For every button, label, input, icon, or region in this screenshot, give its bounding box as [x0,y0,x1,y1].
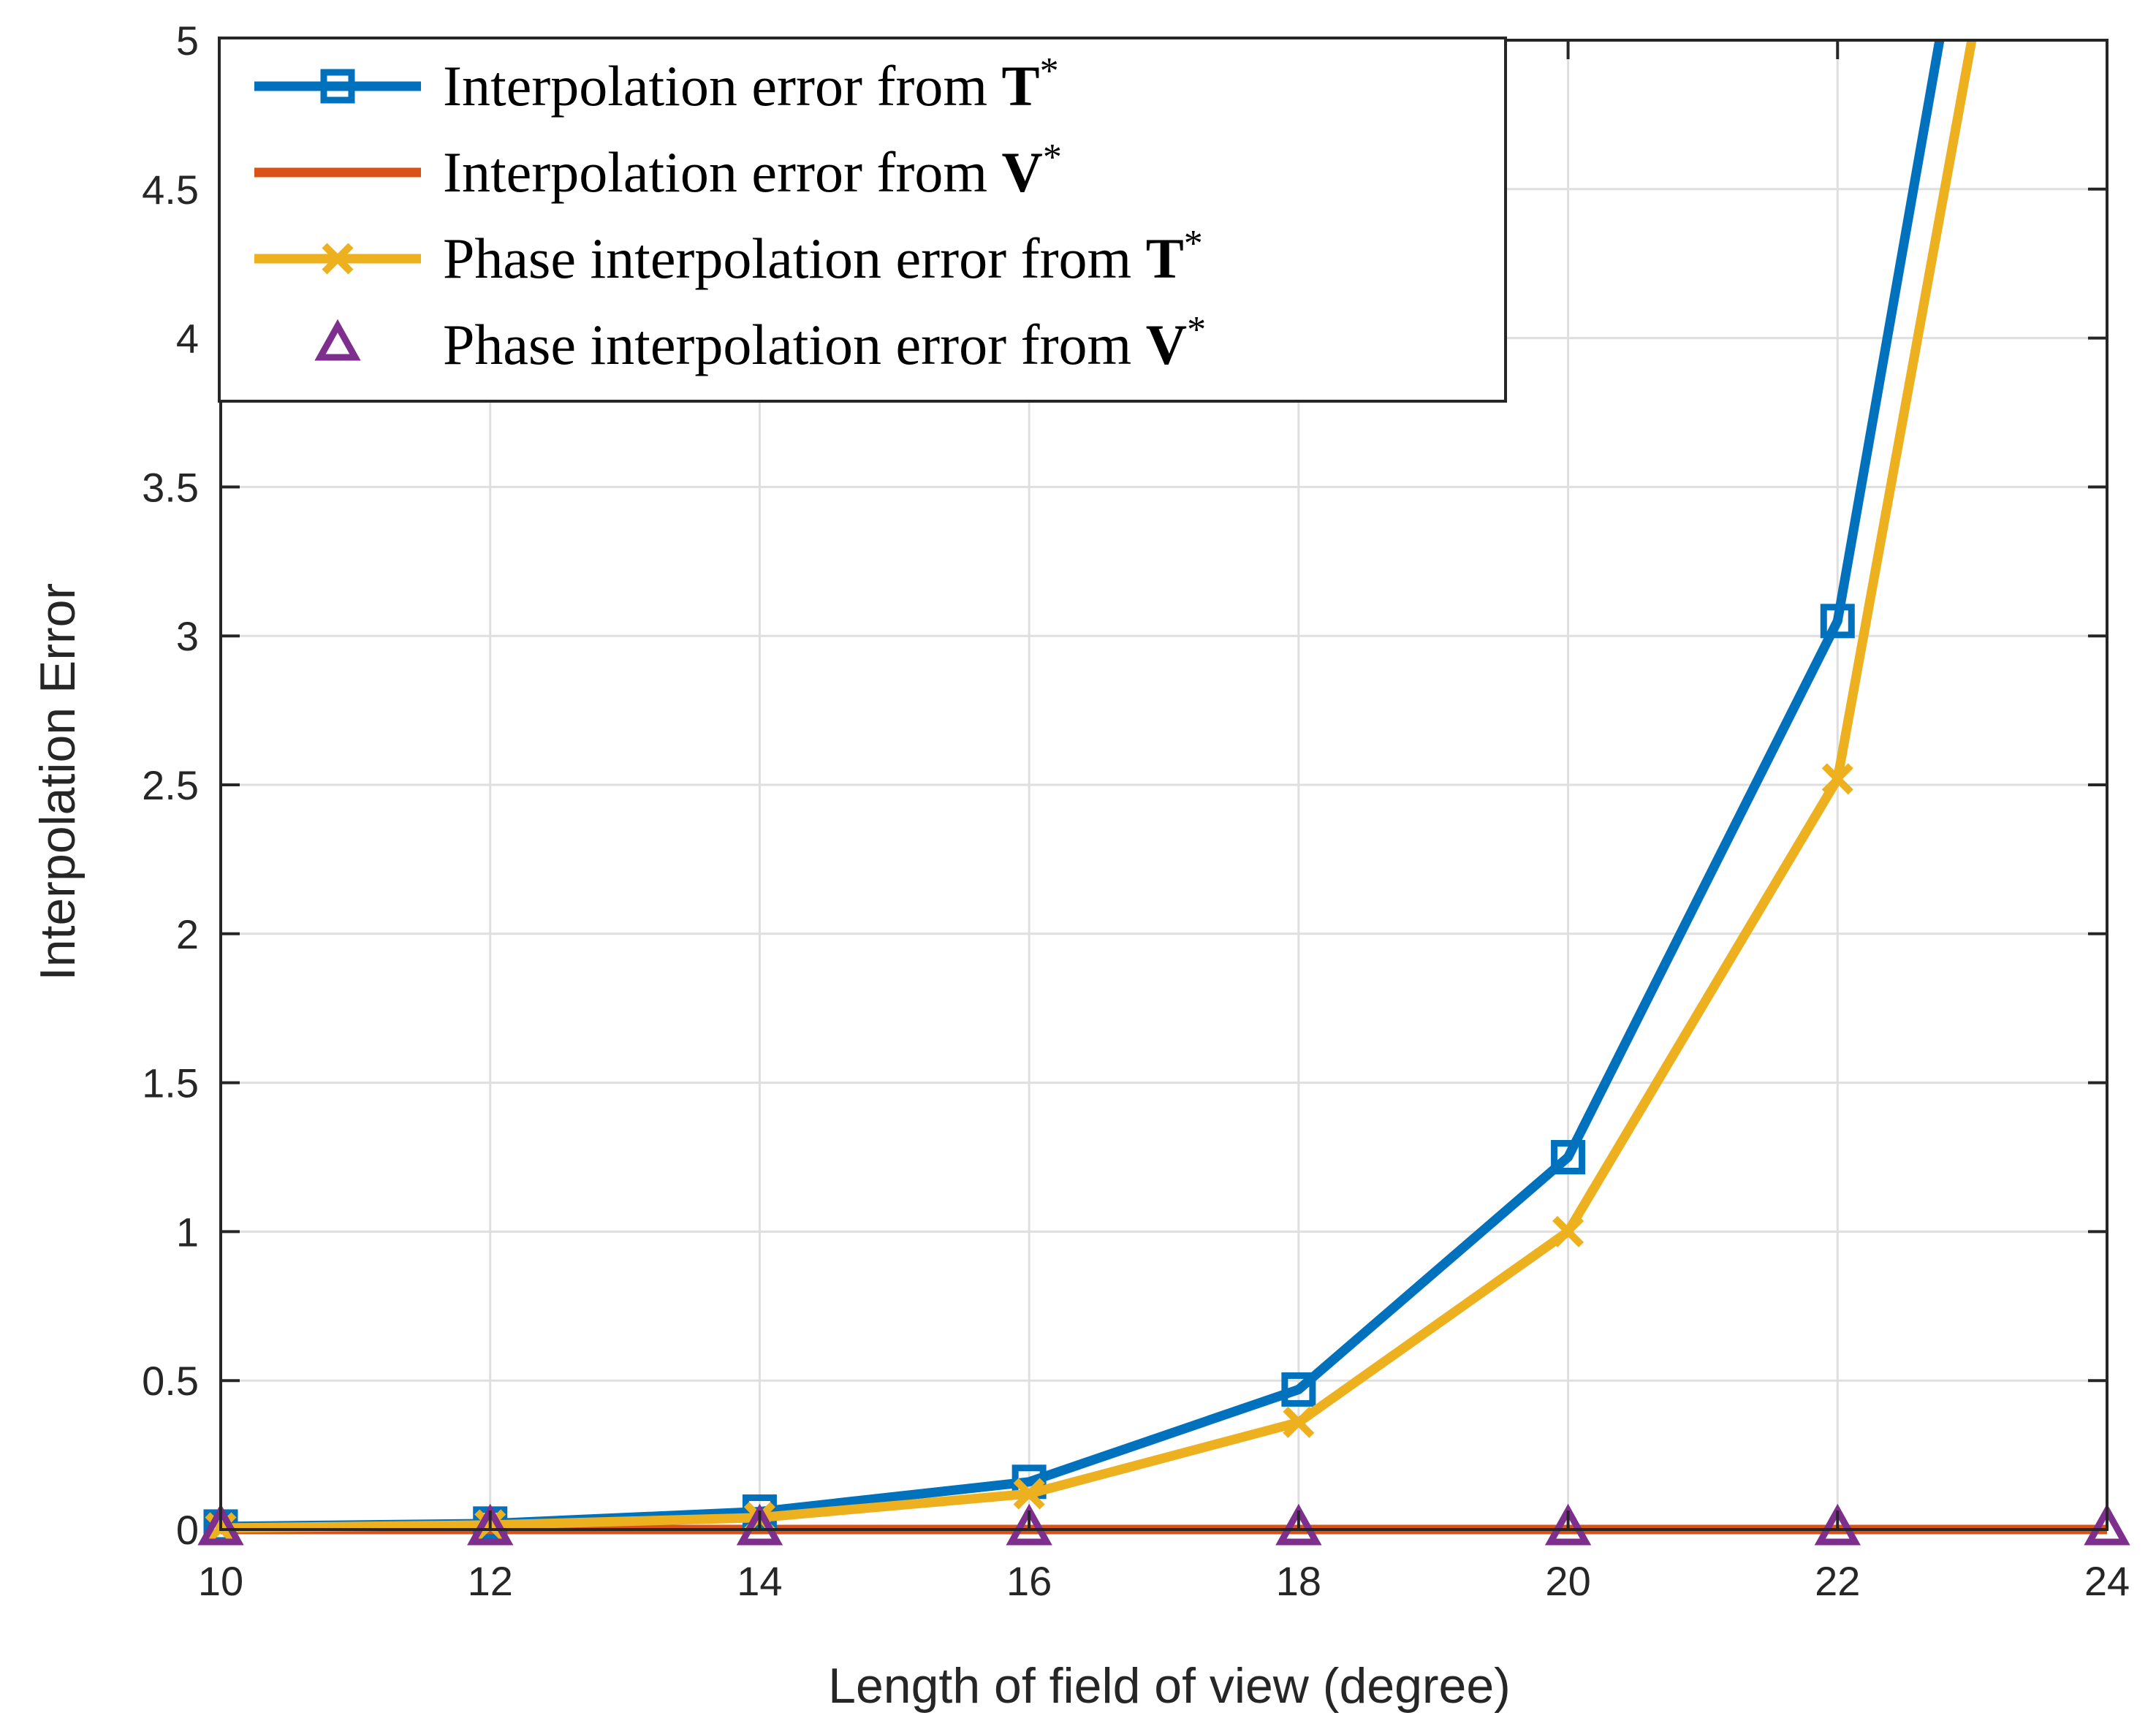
y-tick-label: 1.5 [142,1060,199,1106]
data-point [197,1503,244,1546]
series-4 [197,1503,2130,1546]
data-point [1821,763,1853,795]
y-tick-label: 3 [176,613,199,659]
axis-ticks [219,39,2108,1531]
data-point [1544,1503,1592,1546]
legend-entry-4: Phase interpolation error from V* [314,309,1206,376]
data-point [1814,1503,1861,1546]
legend: Interpolation error from T* Interpolation… [218,37,1507,403]
x-tick-label: 12 [468,1558,513,1604]
series-line [220,40,1977,1533]
data-point [1551,1140,1586,1174]
data-point [2084,1503,2130,1546]
data-point [1013,1478,1045,1510]
x-tick-label: 22 [1815,1558,1860,1604]
y-tick-label: 0.5 [142,1358,199,1404]
y-axis-label: Interpolation Error [30,583,86,981]
x-tick-label: 20 [1545,1558,1590,1604]
data-point [467,1503,514,1546]
legend-marker [314,319,361,361]
x-tick-label: 18 [1276,1558,1321,1604]
legend-entry-2: Interpolation error from V* [254,137,1062,204]
data-point [1006,1503,1052,1546]
data-point [1281,1372,1316,1407]
y-tick-label: 2 [176,911,199,957]
y-tick-label: 0 [176,1507,199,1553]
legend-label: Interpolation error from T* [443,50,1059,118]
y-tick-label: 3.5 [142,464,199,510]
y-tick-label: 1 [176,1209,199,1255]
data-point [1552,1215,1584,1247]
legend-label: Phase interpolation error from T* [443,223,1203,290]
data-point [1820,604,1855,639]
y-tick-label: 4 [176,316,199,362]
data-point [736,1503,783,1546]
data-point [1283,1406,1315,1438]
y-tick-label: 5 [176,18,199,64]
x-marker-stroke [1821,763,1853,795]
legend-marker [320,69,355,104]
legend-label: Phase interpolation error from V* [443,309,1206,376]
y-tick-label: 4.5 [142,167,199,213]
y-tick-labels: 0 0.5 1 1.5 2 2.5 3 3.5 4 4.5 5 [142,18,199,1553]
legend-marker [322,243,354,275]
x-marker-stroke [1283,1406,1315,1438]
legend-box [218,37,1507,403]
x-tick-label: 10 [198,1558,243,1604]
x-marker-stroke [322,243,354,275]
x-tick-label: 24 [2084,1558,2130,1604]
x-tick-labels: 10 12 14 16 18 20 22 24 [198,1558,2130,1604]
x-marker-stroke [1013,1478,1045,1510]
legend-entry-3: Phase interpolation error from T* [254,223,1203,290]
data-point [1275,1503,1322,1546]
x-tick-label: 14 [737,1558,782,1604]
x-axis-label: Length of field of view (degree) [828,1658,1511,1714]
x-tick-label: 16 [1006,1558,1052,1604]
y-tick-label: 2.5 [142,762,199,808]
legend-entry-1: Interpolation error from T* [254,50,1059,118]
legend-label: Interpolation error from V* [443,137,1062,204]
x-marker-stroke [1552,1215,1584,1247]
